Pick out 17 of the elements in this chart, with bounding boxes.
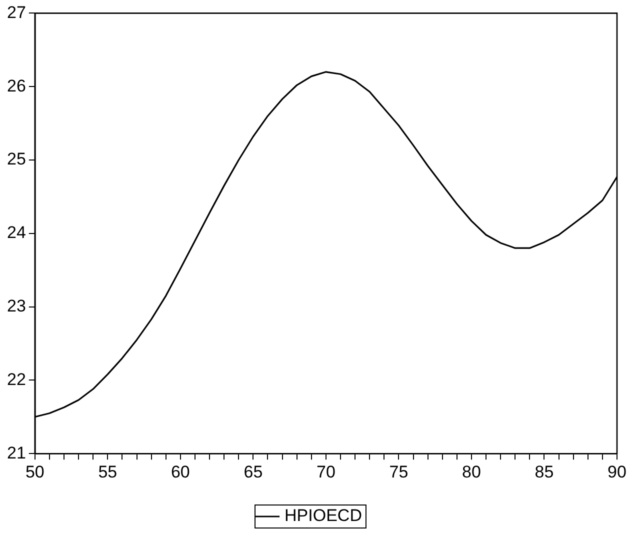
- x-tick-label: 85: [534, 462, 554, 482]
- x-tick-label: 90: [608, 462, 626, 482]
- y-tick-label: 25: [6, 150, 26, 169]
- x-tick-label: 70: [316, 462, 336, 482]
- y-tick-label: 27: [6, 2, 26, 22]
- x-tick-label: 50: [25, 462, 44, 482]
- x-tick-label: 55: [98, 462, 118, 482]
- x-tick-label: 80: [462, 462, 481, 482]
- legend-label: HPIOECD: [284, 506, 362, 526]
- x-tick-label: 65: [244, 462, 263, 482]
- y-tick-label: 22: [6, 370, 26, 389]
- y-tick-label: 23: [6, 296, 26, 316]
- y-tick-label: 24: [6, 223, 26, 242]
- y-tick-label: 26: [6, 76, 26, 96]
- x-tick-label: 75: [389, 462, 408, 482]
- x-tick-label: 60: [170, 462, 190, 482]
- y-tick-label: 21: [6, 443, 26, 462]
